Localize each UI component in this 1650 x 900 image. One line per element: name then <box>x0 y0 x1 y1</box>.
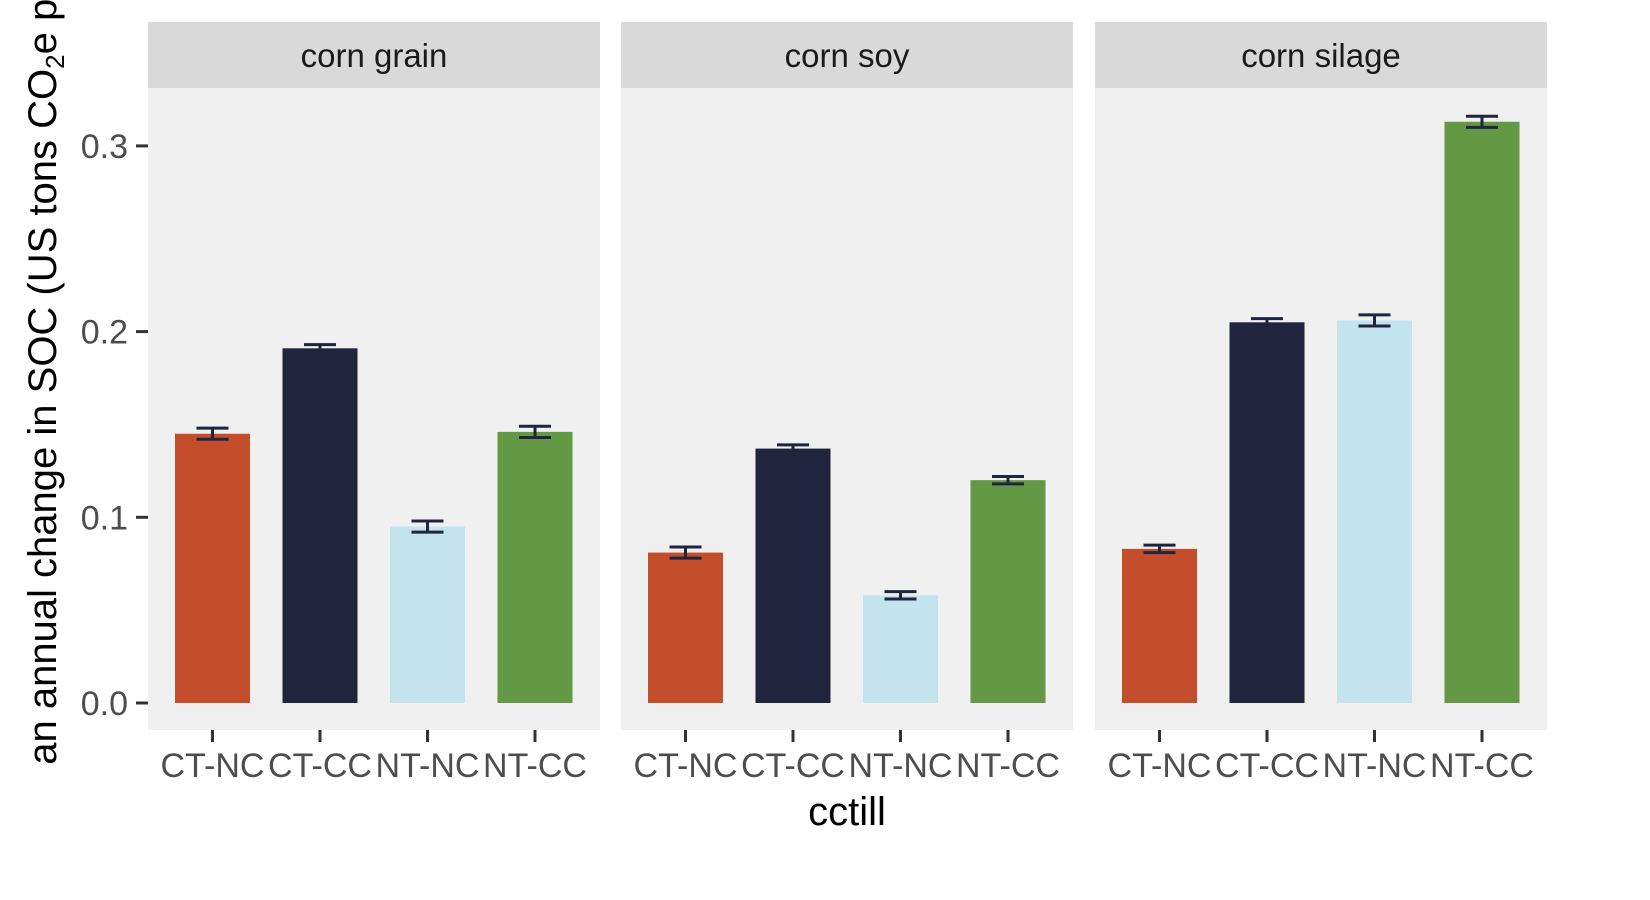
x-tick-label: CT-CC <box>268 747 372 785</box>
facet-strip <box>148 22 600 88</box>
x-tick-label: NT-NC <box>1323 747 1427 785</box>
y-axis-label-tail: e per <box>21 0 65 54</box>
bar-NT-NC <box>390 526 465 703</box>
y-tick-label: 0.2 <box>81 314 128 352</box>
y-tick-label: 0.1 <box>81 499 128 537</box>
x-tick-label: NT-CC <box>1430 747 1534 785</box>
bar-CT-CC <box>1229 322 1305 703</box>
x-tick-label: CT-NC <box>634 747 738 785</box>
x-tick-label: NT-NC <box>376 747 480 785</box>
x-tick-label: CT-NC <box>1108 747 1212 785</box>
y-axis-label: an annual change in SOC (US tons CO2e pe… <box>21 0 70 765</box>
error-bar <box>992 474 1024 486</box>
y-tick-label: 0.3 <box>81 128 128 166</box>
y-axis-label-subscript: 2 <box>40 54 70 68</box>
x-axis-label: cctill <box>808 790 886 834</box>
bar-CT-NC <box>175 433 250 703</box>
facet-corn-silage: corn silage CT-NC CT-CC NT-NC NT-CC <box>1095 22 1547 785</box>
facet-strip-label: corn silage <box>1241 37 1401 74</box>
error-bar <box>669 545 702 560</box>
facet-corn-soy: corn soy CT-NC CT-CC NT-NC NT-CC <box>621 22 1073 785</box>
error-bar <box>777 443 809 454</box>
bar-CT-CC <box>755 448 831 703</box>
error-bar <box>519 424 551 439</box>
error-bar <box>1358 313 1391 328</box>
error-bar <box>884 590 917 601</box>
facet-strip-label: corn grain <box>301 37 448 74</box>
x-tick-label: CT-CC <box>741 747 845 785</box>
bar-NT-NC <box>863 595 938 703</box>
y-axis: 0.0 0.1 0.2 0.3 <box>81 128 148 723</box>
bar-NT-CC <box>1444 121 1520 703</box>
bar-NT-NC <box>1337 320 1412 703</box>
error-bar <box>1251 317 1283 328</box>
bar-CT-CC <box>282 348 358 703</box>
y-axis-label-main: an annual change in SOC (US tons CO <box>21 69 65 765</box>
y-tick-label: 0.0 <box>81 685 128 723</box>
error-bar <box>1466 114 1498 129</box>
facet-strip <box>1095 22 1547 88</box>
error-bar <box>196 426 229 441</box>
x-tick-label: CT-CC <box>1215 747 1319 785</box>
error-bar <box>1143 543 1176 555</box>
bar-CT-NC <box>1122 548 1197 703</box>
x-tick-label: NT-CC <box>483 747 587 785</box>
error-bar <box>411 519 444 534</box>
facet-strip <box>621 22 1073 88</box>
x-tick-label: NT-NC <box>849 747 953 785</box>
bar-NT-CC <box>497 431 573 703</box>
bar-CT-NC <box>648 552 723 703</box>
x-tick-label: CT-NC <box>161 747 265 785</box>
x-tick-label: NT-CC <box>956 747 1060 785</box>
bar-NT-CC <box>970 480 1046 703</box>
error-bar <box>304 343 336 354</box>
facet-strip-label: corn soy <box>785 37 910 74</box>
facet-corn-grain: corn grain CT-NC CT-CC NT-NC NT-CC <box>148 22 600 785</box>
